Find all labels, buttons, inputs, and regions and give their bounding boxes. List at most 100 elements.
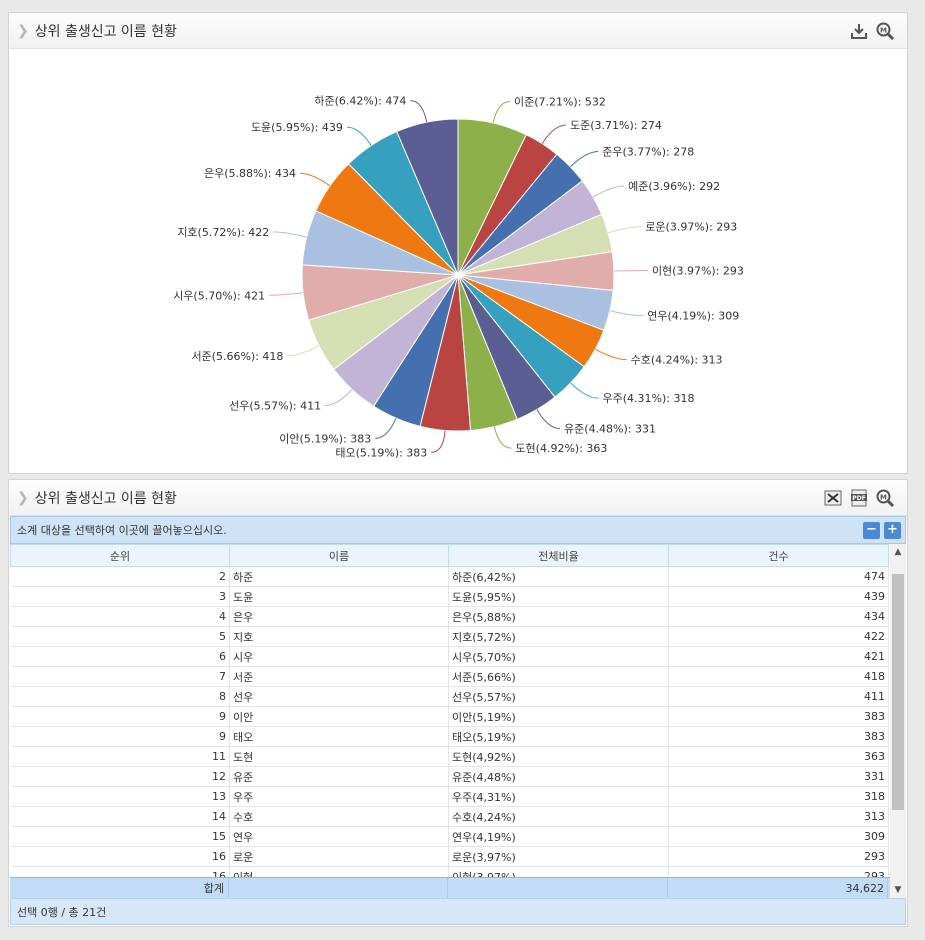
summary-row: 합계 34,622 <box>10 877 890 898</box>
chart-panel: ❯ 상위 출생신고 이름 현황 M 이준(7.21%): 532 도준(3.71%… <box>8 12 908 474</box>
table-row[interactable]: 13 우주 우주(4,31%) 318 <box>10 786 889 807</box>
cell-name: 수호 <box>229 806 449 827</box>
table-row[interactable]: 9 이안 이안(5,19%) 383 <box>10 706 889 727</box>
table-row[interactable]: 7 서준 서준(5,66%) 418 <box>10 666 889 687</box>
table-row[interactable]: 8 선우 선우(5,57%) 411 <box>10 686 889 707</box>
zoom-icon[interactable]: M <box>875 488 895 508</box>
table-row[interactable]: 12 유준 유준(4,48%) 331 <box>10 766 889 787</box>
summary-empty-cell <box>229 878 448 898</box>
pie-chart: 이준(7.21%): 532 도준(3.71%): 274 준우(3.77%): 2… <box>173 94 744 460</box>
leader-line <box>325 389 353 407</box>
expand-button[interactable]: + <box>884 521 901 539</box>
cell-ratio: 도현(4,92%) <box>448 746 669 767</box>
leader-line <box>269 292 304 296</box>
cell-rank: 16 <box>10 866 230 877</box>
pie-data-label: 지호(5.72%): 422 <box>177 226 269 239</box>
cell-count: 422 <box>668 626 889 647</box>
cell-ratio: 지호(5,72%) <box>448 626 669 647</box>
cell-count: 293 <box>668 846 889 867</box>
cell-ratio: 서준(5,66%) <box>448 666 669 687</box>
grid-panel: ❯ 상위 출생신고 이름 현황 PDF M 소계 대상을 선택하여 이곳에 끌어… <box>8 479 908 927</box>
cell-name: 태오 <box>229 726 449 747</box>
cell-ratio: 선우(5,57%) <box>448 686 669 707</box>
excel-export-icon[interactable] <box>823 488 843 508</box>
column-header-ratio[interactable]: 전체비율 <box>448 544 669 567</box>
cell-count: 421 <box>668 646 889 667</box>
leader-line <box>492 101 510 124</box>
svg-text:M: M <box>880 26 887 34</box>
column-header-rank[interactable]: 순위 <box>10 544 230 567</box>
pie-data-label: 준우(3.77%): 278 <box>602 146 694 159</box>
pie-data-label: 이현(3.97%): 293 <box>652 264 744 277</box>
cell-count: 439 <box>668 586 889 607</box>
pie-data-label: 로운(3.97%): 293 <box>645 221 737 234</box>
svg-text:M: M <box>880 493 887 501</box>
chevron-right-icon[interactable]: ❯ <box>17 22 29 39</box>
vertical-scrollbar[interactable]: ▲ ▼ <box>890 544 906 898</box>
leader-line <box>346 126 372 146</box>
table-row[interactable]: 15 연우 연우(4,19%) 309 <box>10 826 889 847</box>
scroll-down-icon[interactable]: ▼ <box>894 885 902 895</box>
pie-data-label: 하준(6.42%): 474 <box>314 94 406 108</box>
cell-ratio: 연우(4,19%) <box>448 826 669 847</box>
table-row[interactable]: 16 로운 로운(3,97%) 293 <box>10 846 889 867</box>
leader-line <box>608 226 642 234</box>
pie-slice-하준[interactable] <box>396 118 459 276</box>
table-row[interactable]: 3 도윤 도윤(5,95%) 439 <box>10 586 889 607</box>
cell-rank: 14 <box>10 806 230 827</box>
status-text: 선택 0행 / 총 21건 <box>17 905 107 919</box>
cell-name: 하준 <box>229 566 449 587</box>
table-row[interactable]: 5 지호 지호(5,72%) 422 <box>10 626 889 647</box>
cell-ratio: 은우(5,88%) <box>448 606 669 627</box>
cell-ratio: 수호(4,24%) <box>448 806 669 827</box>
grid-panel-header: ❯ 상위 출생신고 이름 현황 PDF M <box>9 480 907 516</box>
cell-count: 383 <box>668 726 889 747</box>
pie-data-label: 태오(5.19%): 383 <box>335 446 427 459</box>
download-icon[interactable] <box>849 21 869 41</box>
pie-data-label: 도윤(5.95%): 439 <box>251 121 343 134</box>
cell-name: 지호 <box>229 626 449 647</box>
cell-rank: 12 <box>10 766 230 787</box>
leader-line <box>287 345 320 357</box>
leader-line <box>613 269 648 272</box>
pie-data-label: 도현(4.92%): 363 <box>515 442 607 455</box>
cell-name: 선우 <box>229 686 449 707</box>
cell-ratio: 태오(5,19%) <box>448 726 669 747</box>
cell-rank: 4 <box>10 606 230 627</box>
table-row[interactable]: 4 은우 은우(5,88%) 434 <box>10 606 889 627</box>
column-header-count[interactable]: 건수 <box>668 544 889 567</box>
table-row[interactable]: 16 이현 이현(3,97%) 293 <box>10 866 889 877</box>
scroll-thumb[interactable] <box>892 574 904 810</box>
pie-data-label: 예준(3.96%): 292 <box>628 180 720 193</box>
leader-line <box>570 382 599 399</box>
cell-rank: 16 <box>10 846 230 867</box>
cell-rank: 3 <box>10 586 230 607</box>
pdf-export-icon[interactable]: PDF <box>849 488 869 508</box>
cell-name: 유준 <box>229 766 449 787</box>
collapse-button[interactable]: − <box>863 521 880 539</box>
chart-panel-header: ❯ 상위 출생신고 이름 현황 M <box>9 13 907 49</box>
group-drop-area[interactable]: 소계 대상을 선택하여 이곳에 끌어놓으십시오. − + <box>10 516 906 544</box>
chevron-right-icon[interactable]: ❯ <box>17 489 29 506</box>
pie-data-label: 우주(4.31%): 318 <box>603 392 695 405</box>
cell-name: 서준 <box>229 666 449 687</box>
leader-line <box>493 426 512 449</box>
table-row[interactable]: 14 수호 수호(4,24%) 313 <box>10 806 889 827</box>
zoom-icon[interactable]: M <box>875 21 895 41</box>
grid-panel-title: 상위 출생신고 이름 현황 <box>34 490 177 507</box>
column-header-name[interactable]: 이름 <box>229 544 449 567</box>
summary-empty-cell <box>448 878 668 898</box>
table-row[interactable]: 9 태오 태오(5,19%) 383 <box>10 726 889 747</box>
cell-name: 우주 <box>229 786 449 807</box>
table-row[interactable]: 2 하준 하준(6,42%) 474 <box>10 566 889 587</box>
cell-ratio: 도윤(5,95%) <box>448 586 669 607</box>
cell-name: 은우 <box>229 606 449 627</box>
cell-name: 로운 <box>229 846 449 867</box>
scroll-up-icon[interactable]: ▲ <box>894 547 902 557</box>
summary-label: 합계 <box>10 878 229 898</box>
leader-line <box>431 430 446 453</box>
table-row[interactable]: 6 시우 시우(5,70%) 421 <box>10 646 889 667</box>
pie-data-label: 도준(3.71%): 274 <box>570 119 662 132</box>
pie-data-label: 시우(5.70%): 421 <box>173 289 265 302</box>
table-row[interactable]: 11 도현 도현(4,92%) 363 <box>10 746 889 767</box>
